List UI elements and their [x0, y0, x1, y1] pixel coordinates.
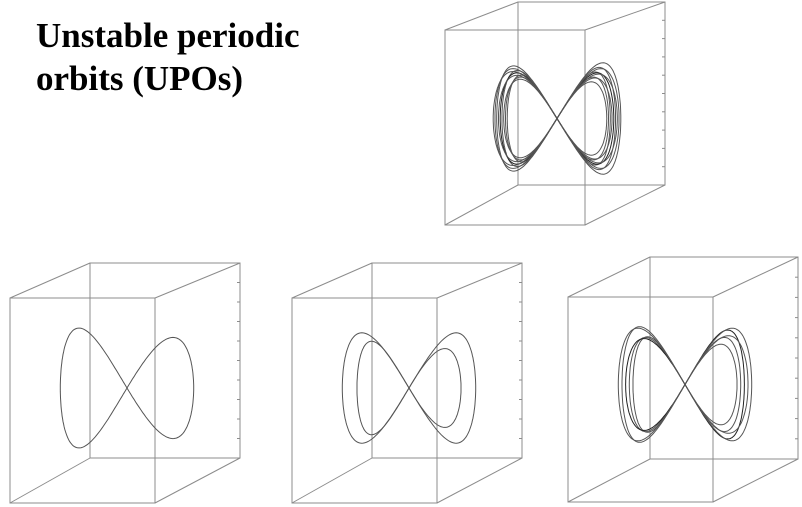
cube-edge [444, 184, 519, 226]
upo-cube-panel-2 [291, 262, 523, 504]
orbit-loop [492, 62, 622, 175]
orbit-loops [617, 326, 753, 443]
cube-edge [291, 457, 373, 504]
cube-back-face [371, 262, 523, 459]
orbit-loops [59, 327, 195, 449]
title-line-2: orbits (UPOs) [36, 59, 244, 98]
cube-edge [712, 256, 799, 298]
cube-front-face [291, 297, 438, 504]
cube-edge [567, 256, 651, 298]
cube-frame [444, 1, 666, 226]
orbit-loop [59, 327, 195, 449]
orbit-loop [617, 327, 753, 442]
cube-edge [584, 1, 666, 31]
page-title: Unstable periodic orbits (UPOs) [36, 14, 396, 100]
cube-edge [436, 457, 523, 504]
cube-edge [154, 262, 241, 299]
title-line-1: Unstable periodic [36, 16, 300, 55]
cube-edge [567, 458, 651, 503]
orbit-loop [341, 332, 477, 444]
cube-edge [584, 184, 666, 226]
cube-frame [567, 256, 799, 503]
cube-edge [9, 457, 91, 504]
orbit-loops [492, 62, 622, 175]
upo-cube-panel-3 [567, 256, 799, 503]
cube-front-face [444, 29, 586, 226]
cube-back-face [649, 256, 799, 460]
cube-edge [291, 262, 373, 299]
cube-edge [444, 1, 519, 31]
cube-back-face [89, 262, 241, 459]
cube-edge [154, 457, 241, 504]
cube-frame [9, 262, 241, 504]
cube-edge [9, 262, 91, 299]
orbit-loops [341, 332, 477, 444]
upo-cube-panel-1 [9, 262, 241, 504]
cube-edge [712, 458, 799, 503]
cube-front-face [567, 296, 714, 503]
cube-frame [291, 262, 523, 504]
attractor-cube-panel [444, 1, 666, 226]
cube-edge [436, 262, 523, 299]
